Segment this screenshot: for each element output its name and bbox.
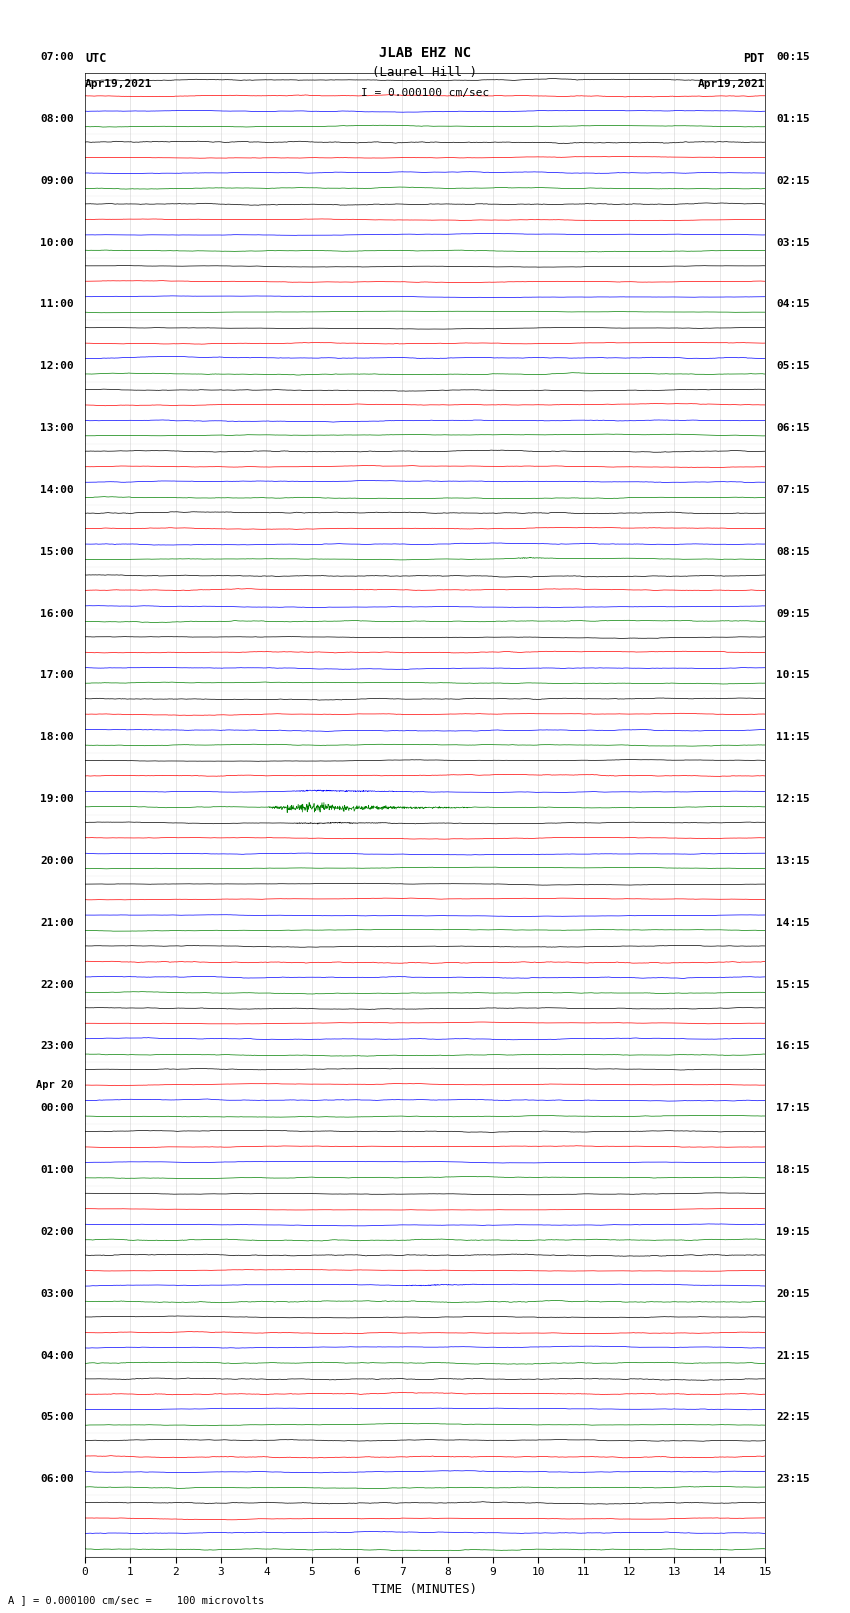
Text: A ] = 0.000100 cm/sec =    100 microvolts: A ] = 0.000100 cm/sec = 100 microvolts: [8, 1595, 264, 1605]
Text: 00:15: 00:15: [776, 52, 810, 63]
Text: 22:00: 22:00: [40, 979, 74, 990]
Text: I = 0.000100 cm/sec: I = 0.000100 cm/sec: [361, 89, 489, 98]
Text: 08:00: 08:00: [40, 115, 74, 124]
Text: 18:00: 18:00: [40, 732, 74, 742]
Text: 02:00: 02:00: [40, 1227, 74, 1237]
Text: 12:15: 12:15: [776, 794, 810, 805]
Text: 16:15: 16:15: [776, 1042, 810, 1052]
Text: 04:15: 04:15: [776, 300, 810, 310]
Text: 17:15: 17:15: [776, 1103, 810, 1113]
Text: 08:15: 08:15: [776, 547, 810, 556]
Text: 09:15: 09:15: [776, 608, 810, 619]
Text: 05:15: 05:15: [776, 361, 810, 371]
Text: 01:15: 01:15: [776, 115, 810, 124]
Text: 07:15: 07:15: [776, 486, 810, 495]
Text: 10:00: 10:00: [40, 237, 74, 248]
Text: 10:15: 10:15: [776, 671, 810, 681]
Text: 23:15: 23:15: [776, 1474, 810, 1484]
X-axis label: TIME (MINUTES): TIME (MINUTES): [372, 1582, 478, 1595]
Text: 21:00: 21:00: [40, 918, 74, 927]
Text: 20:00: 20:00: [40, 857, 74, 866]
Text: 03:15: 03:15: [776, 237, 810, 248]
Text: 14:00: 14:00: [40, 486, 74, 495]
Text: 23:00: 23:00: [40, 1042, 74, 1052]
Text: (Laurel Hill ): (Laurel Hill ): [372, 66, 478, 79]
Text: 12:00: 12:00: [40, 361, 74, 371]
Text: 06:15: 06:15: [776, 423, 810, 434]
Text: 06:00: 06:00: [40, 1474, 74, 1484]
Text: 15:00: 15:00: [40, 547, 74, 556]
Text: 13:00: 13:00: [40, 423, 74, 434]
Text: Apr 20: Apr 20: [37, 1081, 74, 1090]
Text: 19:15: 19:15: [776, 1227, 810, 1237]
Text: 11:15: 11:15: [776, 732, 810, 742]
Text: 15:15: 15:15: [776, 979, 810, 990]
Text: Apr19,2021: Apr19,2021: [698, 79, 765, 89]
Text: 21:15: 21:15: [776, 1350, 810, 1361]
Text: 00:00: 00:00: [40, 1103, 74, 1113]
Text: 16:00: 16:00: [40, 608, 74, 619]
Text: UTC: UTC: [85, 52, 106, 65]
Text: 13:15: 13:15: [776, 857, 810, 866]
Text: 18:15: 18:15: [776, 1165, 810, 1176]
Text: 22:15: 22:15: [776, 1413, 810, 1423]
Text: 20:15: 20:15: [776, 1289, 810, 1298]
Text: 02:15: 02:15: [776, 176, 810, 185]
Text: 04:00: 04:00: [40, 1350, 74, 1361]
Text: 14:15: 14:15: [776, 918, 810, 927]
Text: 03:00: 03:00: [40, 1289, 74, 1298]
Text: 09:00: 09:00: [40, 176, 74, 185]
Text: 17:00: 17:00: [40, 671, 74, 681]
Text: 07:00: 07:00: [40, 52, 74, 63]
Text: Apr19,2021: Apr19,2021: [85, 79, 152, 89]
Text: 01:00: 01:00: [40, 1165, 74, 1176]
Text: JLAB EHZ NC: JLAB EHZ NC: [379, 45, 471, 60]
Text: 19:00: 19:00: [40, 794, 74, 805]
Text: PDT: PDT: [744, 52, 765, 65]
Text: 11:00: 11:00: [40, 300, 74, 310]
Text: 05:00: 05:00: [40, 1413, 74, 1423]
